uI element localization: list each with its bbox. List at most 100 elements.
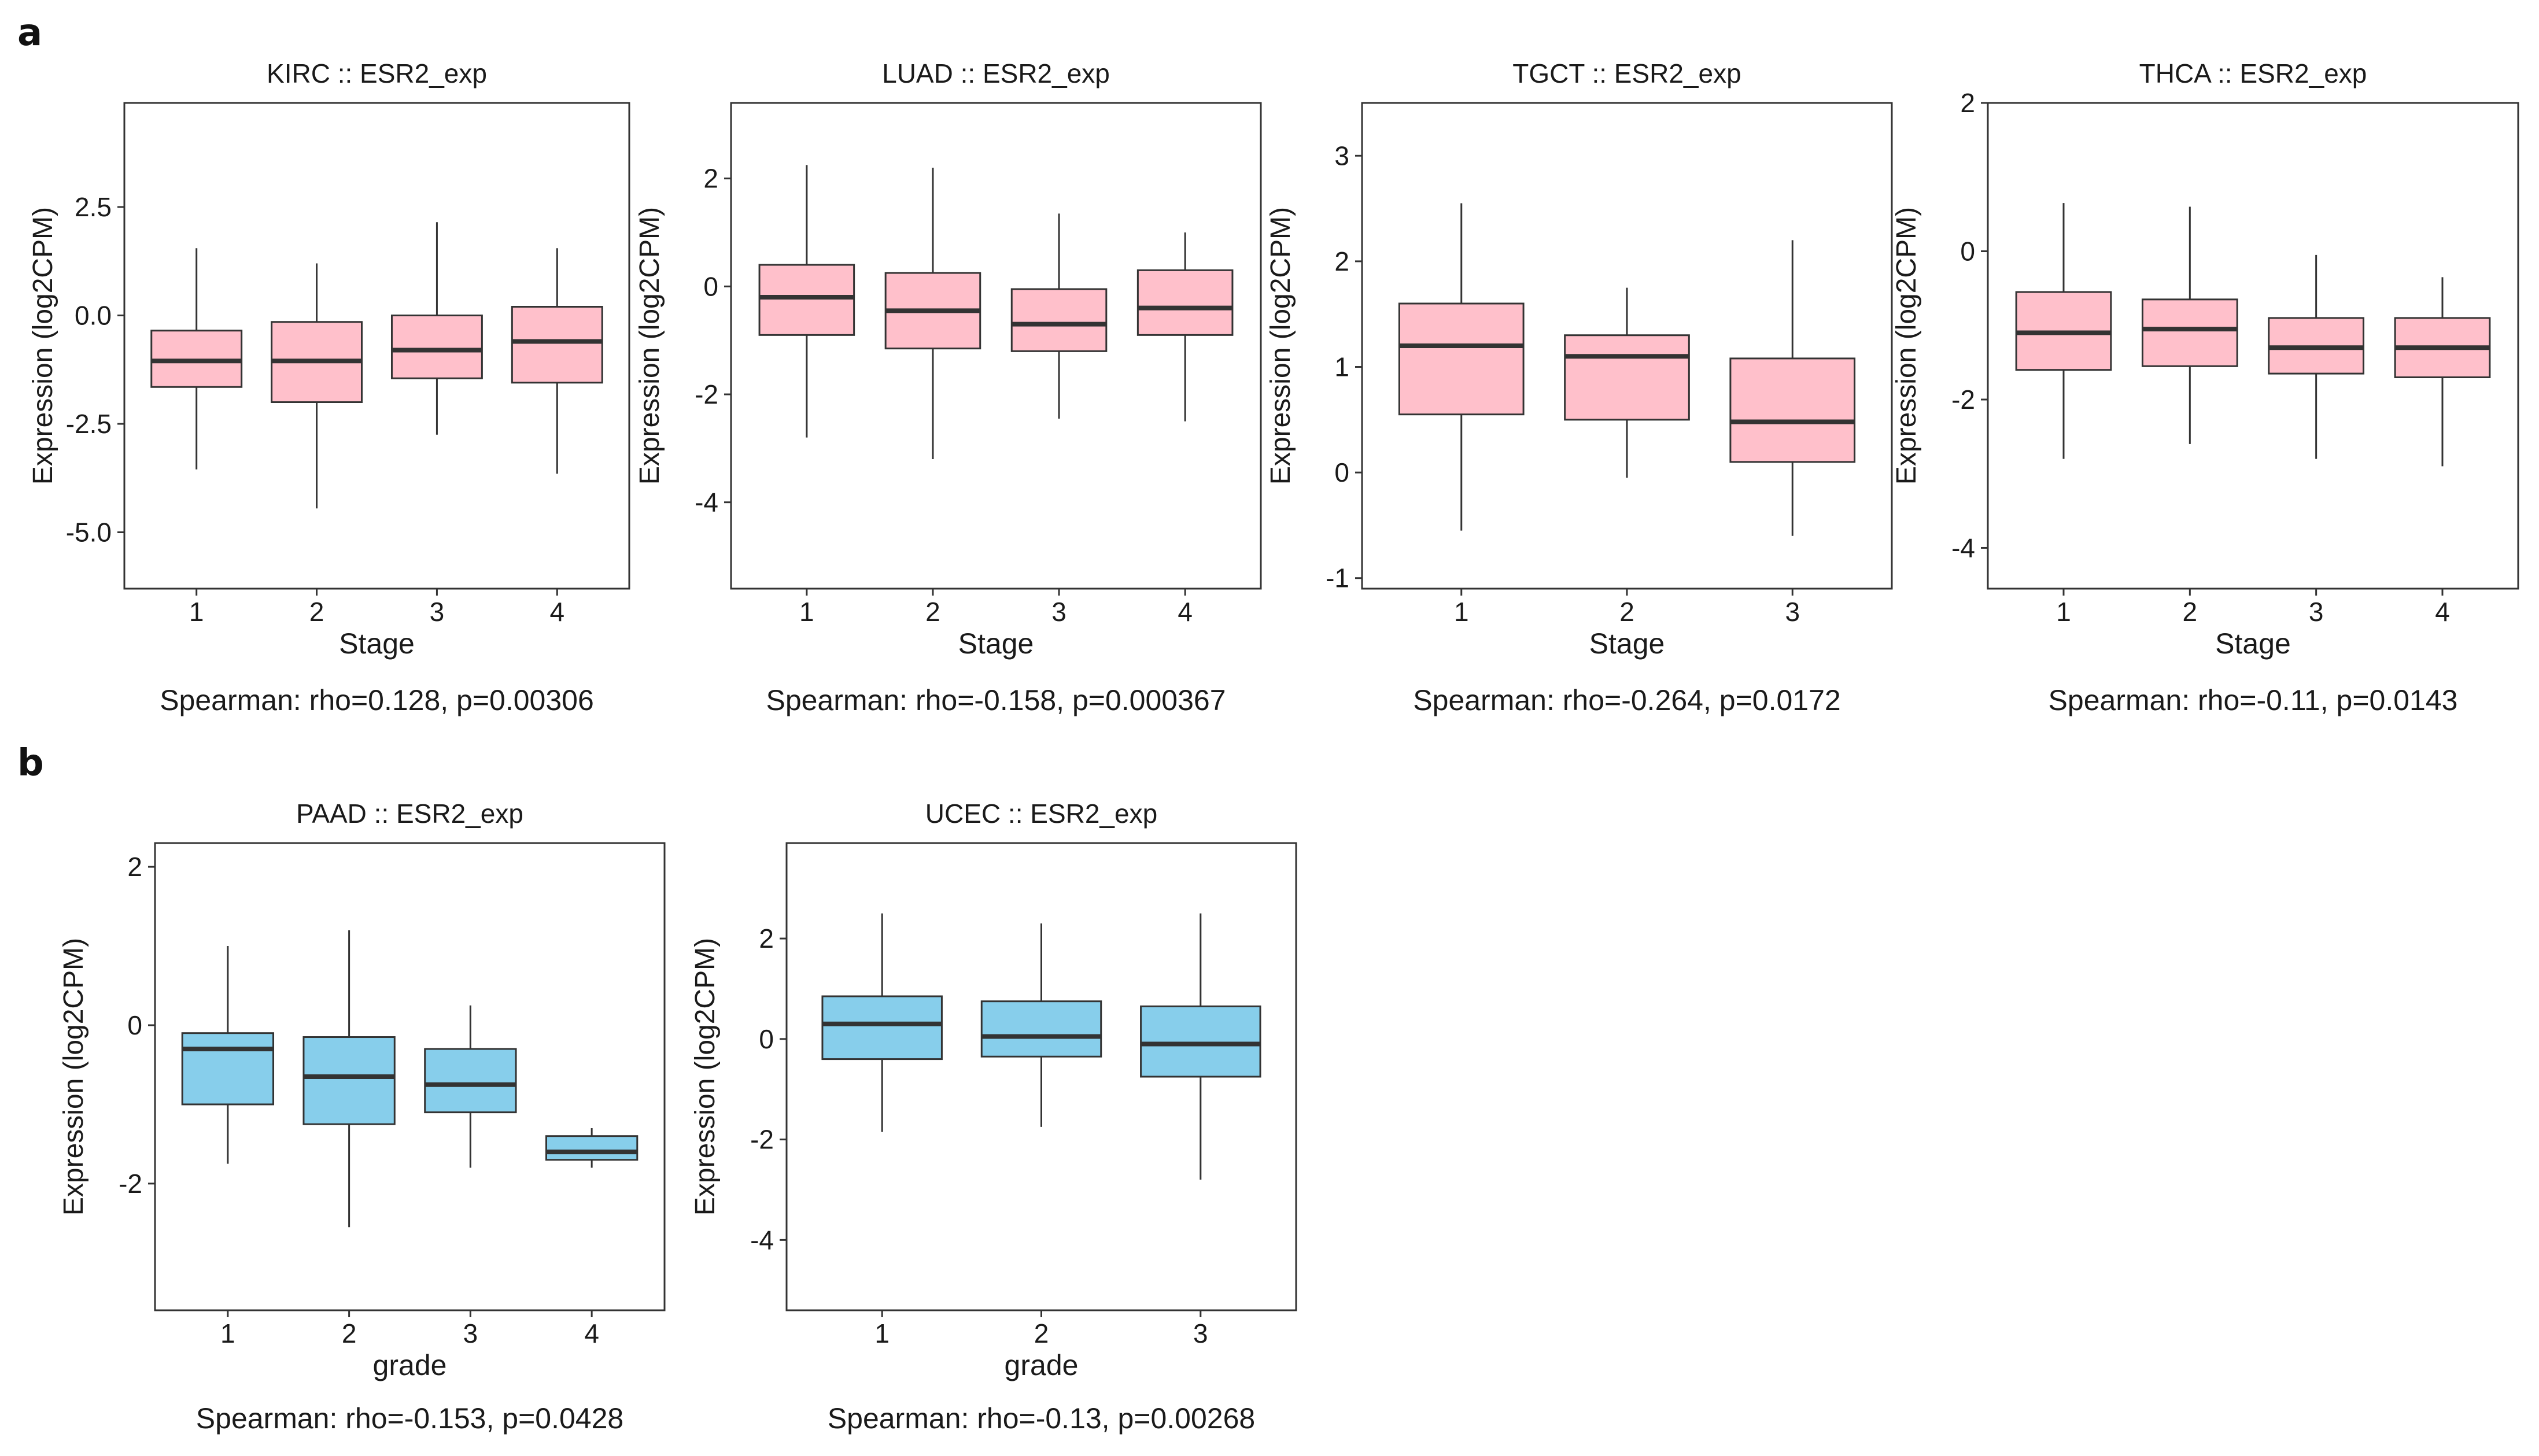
x-axis-label: Stage	[958, 627, 1034, 660]
plot-frame	[123, 102, 630, 590]
y-tick-label: 2	[703, 164, 718, 194]
y-tick-label: -5.0	[66, 518, 112, 548]
box-3	[1010, 213, 1108, 419]
box-3	[390, 222, 483, 435]
x-tick-label: 2	[2183, 597, 2198, 627]
box-2	[271, 263, 363, 509]
x-tick-label: 3	[1785, 597, 1800, 627]
x-tick-label: 3	[463, 1318, 478, 1348]
y-tick-label: 0	[127, 1010, 142, 1040]
x-tick-label: 4	[584, 1318, 599, 1348]
y-axis-label: Expression (log2CPM)	[28, 207, 58, 485]
box-2	[980, 923, 1102, 1127]
plot-frame	[154, 842, 666, 1311]
x-tick-label: 2	[1034, 1318, 1049, 1348]
x-axis-label: Stage	[2215, 627, 2291, 660]
y-tick-label: 0.0	[75, 301, 112, 331]
x-axis-label: Stage	[1589, 627, 1665, 660]
x-axis-label: Stage	[339, 627, 415, 660]
chart-title: KIRC :: ESR2_exp	[267, 58, 487, 88]
box-2	[1564, 287, 1690, 478]
box-iqr	[511, 306, 603, 384]
chart-title: LUAD :: ESR2_exp	[882, 58, 1110, 88]
box-2	[884, 168, 981, 459]
x-tick-label: 3	[430, 597, 445, 627]
box-4	[1136, 232, 1234, 422]
plot-frame	[1987, 102, 2519, 590]
y-tick-label: -2	[119, 1169, 142, 1199]
y-tick-label: 0	[703, 271, 718, 301]
x-tick-label: 1	[220, 1318, 235, 1348]
box-iqr	[1136, 269, 1234, 336]
box-4	[545, 1128, 639, 1168]
y-tick-label: 1	[1334, 352, 1349, 382]
chart-title: PAAD :: ESR2_exp	[296, 799, 523, 829]
x-tick-label: 4	[1178, 597, 1193, 627]
x-tick-label: 2	[309, 597, 324, 627]
chart-title: TGCT :: ESR2_exp	[1512, 58, 1741, 88]
box-iqr	[302, 1036, 396, 1125]
box-iqr	[545, 1135, 639, 1161]
box-1	[2015, 203, 2112, 459]
box-iqr	[1729, 357, 1856, 463]
y-tick-label: 2	[127, 852, 142, 882]
box-iqr	[2141, 298, 2238, 367]
y-axis-label: Expression (log2CPM)	[1891, 207, 1922, 485]
box-iqr	[181, 1032, 275, 1106]
x-tick-label: 1	[1454, 597, 1469, 627]
box-iqr	[821, 995, 943, 1060]
y-tick-label: -4	[695, 487, 718, 518]
spearman-stat: Spearman: rho=-0.264, p=0.0172	[1413, 684, 1840, 716]
box-iqr	[980, 1000, 1102, 1058]
y-tick-label: -1	[1326, 563, 1349, 593]
y-tick-label: 2	[1960, 88, 1975, 118]
chart-title: THCA :: ESR2_exp	[2139, 58, 2367, 88]
box-4	[2394, 277, 2491, 467]
box-3	[1140, 913, 1261, 1180]
y-tick-label: 2.5	[75, 192, 112, 222]
spearman-stat: Spearman: rho=-0.158, p=0.000367	[766, 684, 1226, 716]
box-iqr	[390, 315, 483, 379]
y-axis-label: Expression (log2CPM)	[690, 938, 721, 1215]
y-tick-label: -2	[1951, 385, 1975, 415]
box-iqr	[1564, 334, 1690, 421]
x-tick-label: 3	[1193, 1318, 1208, 1348]
box-1	[1398, 203, 1525, 531]
y-axis-label: Expression (log2CPM)	[1265, 207, 1296, 485]
y-tick-label: 2	[759, 923, 774, 954]
x-tick-label: 1	[189, 597, 204, 627]
box-1	[181, 946, 275, 1164]
x-tick-label: 3	[2309, 597, 2324, 627]
box-3	[424, 1005, 517, 1168]
box-iqr	[424, 1048, 517, 1114]
box-2	[302, 930, 396, 1228]
x-tick-label: 4	[549, 597, 564, 627]
box-3	[2268, 254, 2365, 459]
y-tick-label: -2	[750, 1125, 774, 1155]
chart-kirc: KIRC :: ESR2_exp-5.0 -2.5 0.0 2.5Expression…	[28, 58, 630, 716]
box-2	[2141, 206, 2238, 444]
y-axis-label: Expression (log2CPM)	[58, 938, 89, 1215]
box-1	[150, 248, 243, 470]
x-tick-label: 2	[1619, 597, 1634, 627]
box-3	[1729, 240, 1856, 536]
y-tick-label: 0	[1334, 457, 1349, 487]
panel-label-a: a	[17, 12, 43, 54]
x-tick-label: 3	[1051, 597, 1066, 627]
box-iqr	[1398, 302, 1525, 416]
spearman-stat: Spearman: rho=0.128, p=0.00306	[160, 684, 594, 716]
box-iqr	[1010, 288, 1108, 352]
chart-title: UCEC :: ESR2_exp	[925, 799, 1157, 829]
x-tick-label: 1	[2056, 597, 2071, 627]
x-tick-label: 2	[925, 597, 940, 627]
x-axis-label: grade	[1005, 1349, 1079, 1381]
spearman-stat: Spearman: rho=-0.153, p=0.0428	[196, 1402, 623, 1435]
plot-frame	[730, 102, 1262, 590]
box-iqr	[758, 264, 855, 336]
